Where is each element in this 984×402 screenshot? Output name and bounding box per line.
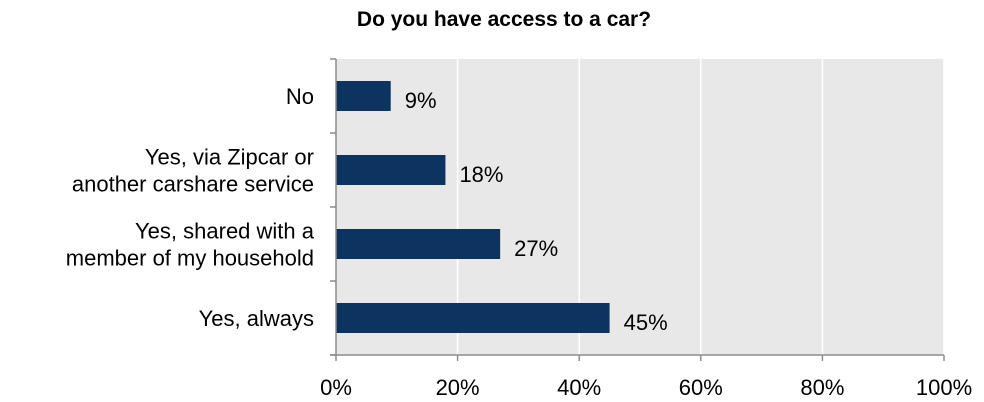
category-label-yes-always: Yes, always: [199, 306, 314, 331]
x-tick-label-100: 100%: [916, 375, 972, 400]
x-tick-label-80: 80%: [800, 375, 844, 400]
x-tick-label-40: 40%: [557, 375, 601, 400]
x-tick-label-20: 20%: [436, 375, 480, 400]
data-label-yes-shared-with-a-member-of-my-household: 27%: [514, 236, 558, 261]
x-tick-label-0: 0%: [320, 375, 352, 400]
bar-yes-always: [336, 303, 610, 333]
category-label-yes-shared-with-a-member-of-my-household: Yes, shared with a member of my household: [66, 219, 315, 271]
data-label-no: 9%: [405, 88, 437, 113]
data-label-yes-via-zipcar-or-another-carshare-service: 18%: [459, 162, 503, 187]
data-label-yes-always: 45%: [624, 310, 668, 335]
category-label-yes-via-zipcar-or-another-carshare-service: Yes, via Zipcar or another carshare servi…: [72, 145, 314, 197]
axes: [330, 58, 945, 361]
bar-no: [336, 81, 391, 111]
data-labels: 9% 18% 27% 45%: [405, 88, 668, 335]
chart-title: Do you have access to a car?: [357, 8, 651, 31]
bar-yes-via-zipcar-or-another-carshare-service: [336, 155, 446, 185]
x-tick-labels: 0% 20% 40% 60% 80% 100%: [320, 375, 972, 400]
x-tick-label-60: 60%: [679, 375, 723, 400]
bars: [336, 81, 610, 333]
category-label-no: No: [286, 84, 314, 109]
bar-yes-shared-with-a-member-of-my-household: [336, 229, 501, 259]
category-labels: No Yes, via Zipcar or another carshare ser…: [66, 84, 315, 331]
